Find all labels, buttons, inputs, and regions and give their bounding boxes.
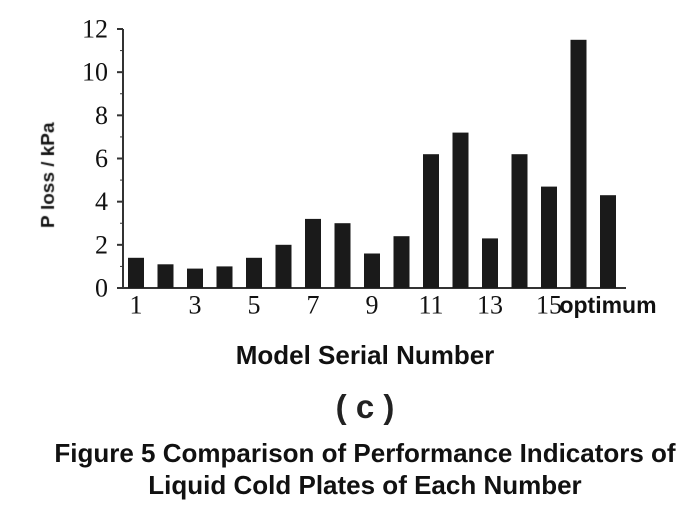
svg-text:8: 8 <box>95 101 108 130</box>
svg-text:optimum: optimum <box>559 292 656 318</box>
svg-text:12: 12 <box>82 15 108 44</box>
svg-text:15: 15 <box>536 290 562 319</box>
svg-text:9: 9 <box>366 290 379 319</box>
svg-text:10: 10 <box>82 58 108 87</box>
svg-text:4: 4 <box>95 187 108 216</box>
svg-text:6: 6 <box>95 144 108 173</box>
svg-text:13: 13 <box>477 290 503 319</box>
svg-text:5: 5 <box>248 290 261 319</box>
svg-text:7: 7 <box>307 290 320 319</box>
svg-text:11: 11 <box>418 290 443 319</box>
svg-text:1: 1 <box>130 290 143 319</box>
svg-text:3: 3 <box>189 290 202 319</box>
svg-text:0: 0 <box>95 274 108 303</box>
svg-text:2: 2 <box>95 230 108 259</box>
